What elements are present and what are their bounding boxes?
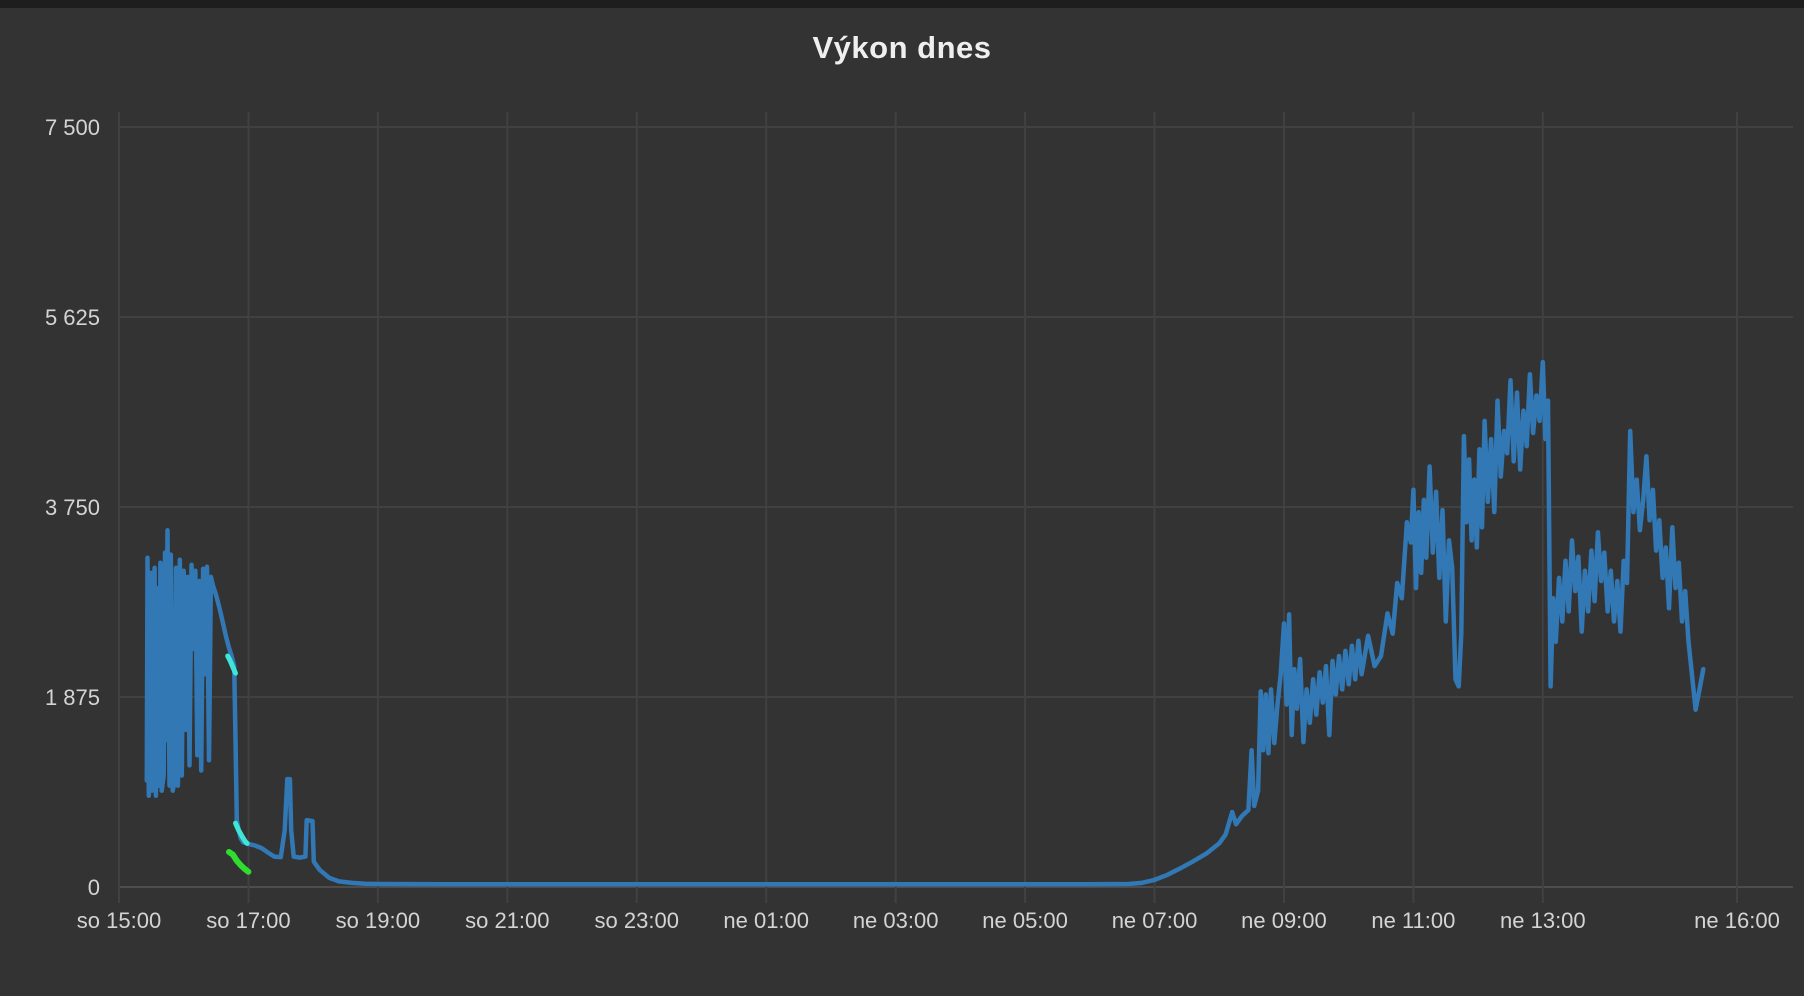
y-tick-label: 7 500 (45, 115, 100, 140)
x-tick-label: ne 11:00 (1371, 908, 1455, 933)
x-tick-label: so 17:00 (206, 908, 290, 933)
series-aux-green (226, 849, 252, 875)
window-top-bar (0, 0, 1804, 8)
x-tick-label: so 19:00 (336, 908, 420, 933)
series-aux-cyan-lower (233, 820, 250, 846)
x-tick-label: so 21:00 (465, 908, 549, 933)
series-power-main (144, 359, 1706, 887)
x-tick-label: so 15:00 (77, 908, 161, 933)
x-tick-label: ne 05:00 (982, 908, 1068, 933)
x-tick-label: ne 13:00 (1500, 908, 1586, 933)
y-tick-label: 5 625 (45, 305, 100, 330)
plot-area[interactable] (119, 112, 1793, 887)
x-tick-label: ne 01:00 (723, 908, 809, 933)
y-tick-label: 0 (88, 875, 100, 900)
x-tick-label: so 23:00 (595, 908, 679, 933)
x-tick-label: ne 07:00 (1112, 908, 1198, 933)
x-tick-label: ne 16:00 (1694, 908, 1780, 933)
series-aux-cyan-upper (225, 653, 238, 676)
chart-title: Výkon dnes (812, 30, 992, 65)
x-tick-label: ne 03:00 (853, 908, 939, 933)
y-tick-label: 3 750 (45, 495, 100, 520)
x-tick-label: ne 09:00 (1241, 908, 1327, 933)
y-tick-label: 1 875 (45, 685, 100, 710)
